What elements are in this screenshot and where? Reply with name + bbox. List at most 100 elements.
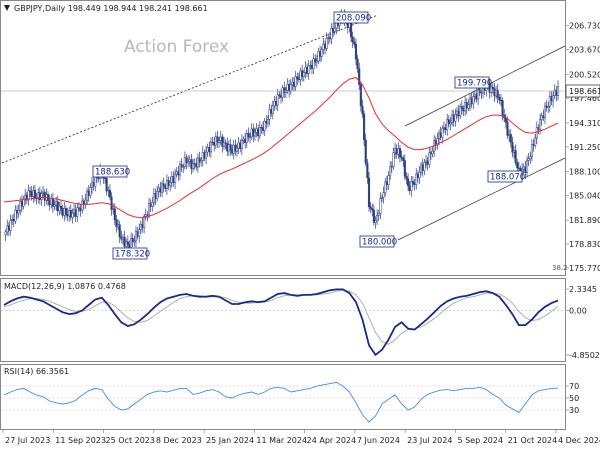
candle-body — [183, 157, 186, 167]
price-level-label: 188.630 — [95, 168, 130, 178]
candle-body — [460, 106, 463, 109]
candle-body — [416, 173, 419, 179]
candle-body — [190, 159, 193, 169]
candle-body — [175, 171, 178, 175]
candle-body — [304, 67, 307, 73]
candle-body — [61, 208, 64, 216]
candle-body — [164, 186, 167, 189]
candle-body — [415, 173, 418, 185]
candle-body — [32, 190, 35, 197]
candle-body — [42, 191, 45, 194]
candle-body — [374, 220, 377, 223]
price-level-box — [112, 247, 148, 260]
candle-body — [361, 105, 364, 115]
candle-body — [227, 144, 230, 152]
candle-body — [410, 181, 413, 191]
candle-body — [302, 72, 305, 77]
candle-body — [455, 110, 459, 115]
candle-body — [232, 144, 235, 154]
candle-body — [441, 127, 444, 138]
candle-body — [134, 231, 138, 242]
rsi-panel-frame — [0, 364, 566, 430]
candle-body — [211, 141, 214, 143]
candle-body — [221, 136, 224, 147]
candle-body — [384, 181, 387, 194]
candle-body — [275, 100, 278, 106]
candle-body — [307, 65, 310, 74]
candle-body — [226, 143, 229, 152]
candle-body — [309, 65, 312, 67]
symbol-line: GBPJPY,Daily 198.449 198.944 198.241 198… — [14, 4, 208, 13]
candle-body — [203, 152, 206, 159]
candle-body — [517, 167, 520, 169]
candle-body — [234, 144, 237, 152]
candle-body — [403, 160, 406, 177]
candle-body — [529, 156, 532, 159]
candle-body — [501, 100, 504, 116]
x-tick-label: 7 Jun 2024 — [357, 436, 400, 445]
candle-body — [512, 150, 516, 153]
candle-body — [332, 27, 335, 32]
candle-body — [299, 70, 302, 80]
candle-body — [291, 82, 294, 85]
fib-level-label: 38.2 — [552, 264, 568, 272]
candle-body — [545, 105, 548, 108]
candle-body — [294, 76, 297, 87]
candle-body — [351, 36, 354, 43]
candle-body — [436, 138, 439, 146]
x-tick-label: 25 Jan 2024 — [206, 436, 254, 445]
candle-body — [81, 200, 84, 211]
candle-body — [247, 133, 250, 138]
price-y-tick-label: 194.310 — [569, 119, 600, 128]
x-tick-label: 5 Sep 2024 — [457, 436, 503, 445]
candle-body — [139, 223, 142, 230]
candle-body — [464, 102, 467, 112]
candle-body — [511, 142, 514, 153]
candle-body — [165, 180, 168, 189]
candle-body — [50, 198, 53, 206]
candle-body — [354, 44, 358, 60]
candle-body — [431, 150, 434, 155]
candle-body — [147, 203, 151, 216]
candle-body — [87, 190, 90, 196]
candle-body — [493, 88, 496, 97]
candle-body — [143, 216, 146, 228]
x-tick-label: 11 Sep 2023 — [55, 436, 106, 445]
candle-body — [131, 238, 134, 243]
candle-body — [490, 86, 493, 93]
candle-body — [22, 198, 25, 207]
price-level-box — [487, 170, 523, 183]
candle-body — [201, 152, 204, 161]
candle-body — [40, 193, 43, 200]
candle-body — [162, 183, 165, 187]
candle-body — [161, 183, 164, 193]
macd-y-tick-label: 2.3345 — [569, 285, 597, 294]
candle-body — [266, 118, 270, 124]
candle-body — [429, 152, 432, 155]
candle-body — [151, 202, 154, 207]
candle-body — [289, 84, 292, 92]
candle-body — [117, 224, 120, 228]
x-tick-label: 24 Apr 2024 — [307, 436, 356, 445]
candle-body — [263, 120, 266, 131]
candle-body — [552, 95, 555, 102]
candle-body — [472, 96, 475, 105]
price-level-box — [333, 11, 369, 24]
candle-body — [278, 94, 281, 97]
candle-body — [286, 84, 289, 91]
candle-body — [465, 102, 468, 109]
candle-body — [63, 208, 66, 216]
candle-body — [421, 164, 424, 171]
candle-body — [90, 182, 94, 188]
candle-body — [169, 182, 172, 187]
candle-body — [405, 175, 408, 180]
candle-body — [330, 27, 333, 40]
candle-body — [118, 224, 121, 238]
candle-body — [377, 213, 380, 216]
candle-body — [333, 27, 336, 32]
candle-body — [7, 225, 10, 231]
candle-body — [537, 127, 540, 130]
upper-trendline-dotted — [1, 14, 379, 164]
watermark: Action Forex — [124, 37, 229, 57]
candle-body — [389, 166, 392, 176]
